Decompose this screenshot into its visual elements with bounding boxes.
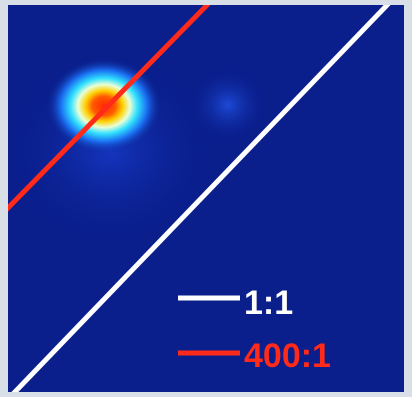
ratio-line-1 <box>11 5 391 392</box>
faint-spot <box>188 67 268 143</box>
legend-label: 400:1 <box>244 337 331 375</box>
ratio-line-400 <box>8 5 211 212</box>
legend-label: 1:1 <box>244 284 293 322</box>
hot-spot <box>46 58 162 154</box>
